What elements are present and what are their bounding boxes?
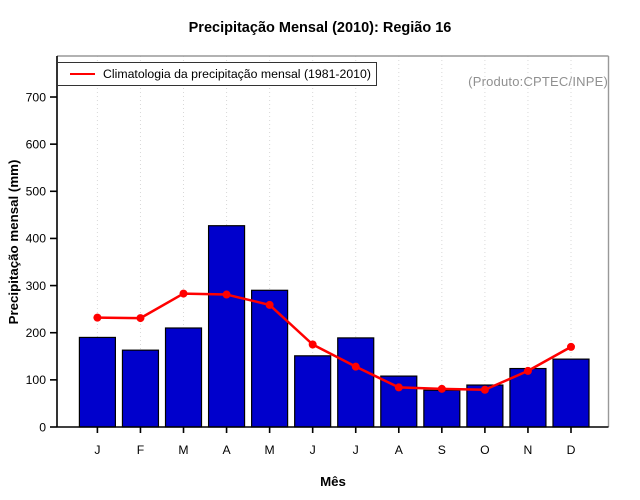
precip-bar [380, 375, 418, 428]
x-tick-label: A [222, 443, 231, 457]
x-tick-label: M [265, 443, 275, 457]
x-tick-label: J [310, 443, 316, 457]
climatology-point [93, 313, 102, 322]
climatology-point [265, 300, 274, 309]
x-tick-label: D [567, 443, 576, 457]
y-tick-label: 0 [39, 420, 46, 434]
precip-bar [294, 355, 332, 428]
y-tick-label: 500 [26, 185, 47, 199]
climatology-point [567, 342, 575, 351]
legend-line-sample [70, 73, 95, 75]
legend: Climatologia da precipitação mensal (198… [57, 62, 377, 86]
climatology-point [437, 384, 446, 393]
y-tick-label: 400 [26, 232, 47, 246]
precip-bar [121, 349, 160, 428]
x-tick-label: F [137, 443, 144, 457]
precip-bar [78, 336, 117, 428]
climatology-point [523, 366, 532, 375]
climatology-point [394, 383, 403, 392]
precip-bar [207, 225, 246, 428]
y-tick-label: 300 [26, 279, 47, 293]
climatology-point [136, 314, 145, 323]
legend-label: Climatologia da precipitação mensal (198… [103, 67, 371, 81]
x-tick-label: J [94, 443, 100, 457]
chart-title: Precipitação Mensal (2010): Região 16 [188, 20, 452, 36]
x-axis-title: Mês [320, 474, 346, 489]
x-tick-label: S [438, 443, 446, 457]
climatology-line [97, 292, 572, 392]
x-tick-label: M [178, 443, 188, 457]
climatology-point [480, 385, 489, 394]
precip-bar [251, 289, 289, 428]
climatology-point [308, 340, 317, 349]
y-tick-label: 200 [26, 326, 47, 340]
y-tick-label: 100 [26, 373, 47, 387]
y-tick-label: 600 [26, 137, 47, 151]
product-watermark: (Produto:CPTEC/INPE) [468, 74, 608, 89]
x-tick-label: J [353, 443, 359, 457]
precip-bar [337, 337, 375, 428]
precip-bar [509, 367, 547, 428]
precip-bar [552, 358, 590, 428]
y-tick-label: 700 [26, 90, 47, 104]
precip-bar [423, 389, 461, 428]
precip-bar [164, 327, 203, 428]
climatology-point [179, 289, 188, 298]
climatology-point [222, 290, 231, 299]
climatology-point [351, 362, 360, 371]
x-tick-label: N [524, 443, 533, 457]
x-tick-label: O [480, 443, 489, 457]
x-tick-label: A [395, 443, 404, 457]
